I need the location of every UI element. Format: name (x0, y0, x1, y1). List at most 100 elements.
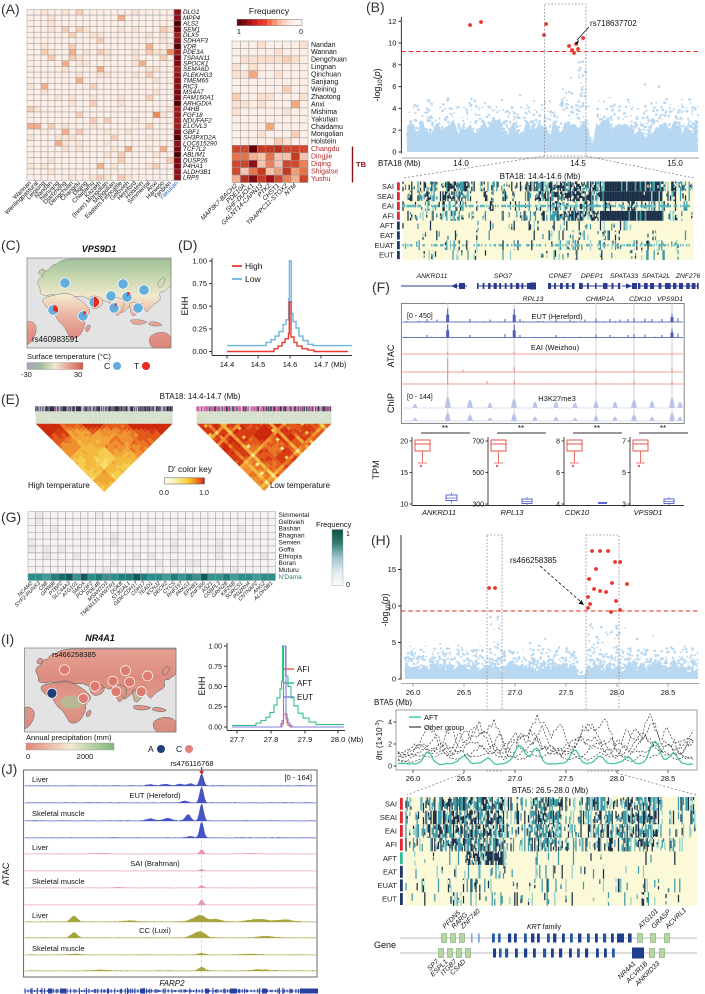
svg-text:High temperature: High temperature (28, 481, 90, 490)
svg-text:(J): (J) (1, 761, 17, 777)
svg-text:**: ** (518, 424, 524, 433)
svg-text:Qinchuan: Qinchuan (311, 72, 341, 79)
svg-text:TMEM65: TMEM65 (183, 78, 209, 85)
svg-text:Nandan: Nandan (311, 42, 336, 49)
svg-text:EUT (Hereford): EUT (Hereford) (531, 312, 583, 321)
svg-text:Frequency: Frequency (249, 6, 290, 16)
svg-text:AFT: AFT (383, 854, 398, 863)
svg-text:27.9: 27.9 (298, 735, 313, 744)
svg-text:12: 12 (388, 17, 396, 26)
svg-text:EUT: EUT (297, 693, 313, 702)
svg-text:0: 0 (346, 582, 350, 589)
svg-text:0.50: 0.50 (208, 684, 222, 691)
svg-text:ALDH3B1: ALDH3B1 (182, 169, 211, 176)
svg-text:1: 1 (237, 29, 241, 36)
svg-text:PDE3A: PDE3A (183, 49, 204, 56)
svg-text:1.00: 1.00 (192, 257, 207, 266)
svg-text:RIC3: RIC3 (183, 83, 198, 90)
svg-text:Annual precipitation (mm): Annual precipitation (mm) (26, 733, 112, 742)
svg-text:10: 10 (388, 602, 396, 611)
svg-text:26.0: 26.0 (406, 688, 421, 697)
svg-text:Other group: Other group (424, 723, 464, 732)
svg-text:0: 0 (299, 29, 303, 36)
svg-text:14.5: 14.5 (570, 159, 586, 168)
svg-text:Muturu: Muturu (279, 567, 300, 574)
svg-text:Skeletal muscle: Skeletal muscle (32, 877, 85, 886)
svg-text:Bhagnari: Bhagnari (279, 533, 305, 540)
svg-text:ABLIM1: ABLIM1 (182, 152, 205, 159)
svg-text:rs718637702: rs718637702 (590, 19, 637, 28)
svg-text:EUAT: EUAT (375, 241, 395, 250)
svg-text:N'Dama: N'Dama (279, 574, 303, 581)
svg-text:26.0: 26.0 (406, 774, 421, 783)
svg-text:Liver: Liver (32, 775, 49, 784)
svg-text:1.0: 1.0 (199, 490, 209, 497)
svg-text:**: ** (594, 424, 600, 433)
svg-text:C: C (176, 744, 182, 754)
svg-text:Low temperature: Low temperature (270, 481, 331, 490)
svg-text:KRT family: KRT family (527, 924, 562, 931)
svg-text:SEM1: SEM1 (183, 26, 200, 33)
svg-text:27.0: 27.0 (508, 688, 523, 697)
svg-text:14.4: 14.4 (220, 360, 235, 369)
svg-text:BTA18 (Mb): BTA18 (Mb) (378, 159, 421, 168)
svg-text:FARP2: FARP2 (159, 979, 185, 988)
svg-text:28.5: 28.5 (661, 774, 676, 783)
svg-text:Skeletal muscle: Skeletal muscle (32, 809, 85, 818)
svg-text:15: 15 (388, 565, 396, 574)
svg-text:BTA5: 26.5-28.0 (Mb): BTA5: 26.5-28.0 (Mb) (512, 786, 589, 795)
svg-text:28.0: 28.0 (610, 688, 625, 697)
svg-text:14.5: 14.5 (251, 360, 266, 369)
svg-text:0: 0 (26, 752, 30, 761)
svg-text:NR4A1: NR4A1 (85, 633, 115, 643)
svg-text:LRP5: LRP5 (183, 175, 199, 182)
svg-text:14.6: 14.6 (283, 360, 298, 369)
svg-text:(C): (C) (1, 237, 20, 253)
svg-text:**: ** (442, 424, 448, 433)
svg-text:300: 300 (472, 502, 484, 509)
svg-text:(F): (F) (372, 279, 390, 295)
svg-text:VPS9D1: VPS9D1 (82, 244, 117, 254)
svg-text:6: 6 (556, 470, 560, 477)
svg-text:0: 0 (392, 148, 396, 157)
svg-text:CC (Luxi): CC (Luxi) (139, 926, 171, 935)
svg-text:EAT: EAT (380, 231, 394, 240)
svg-text:Ethiopia: Ethiopia (279, 553, 303, 560)
svg-text:(I): (I) (1, 631, 14, 647)
svg-text:Anxi: Anxi (311, 101, 325, 108)
svg-text:Boran: Boran (279, 560, 297, 567)
svg-text:Mongolian: Mongolian (311, 131, 343, 138)
svg-text:TB: TB (356, 160, 367, 169)
svg-text:C8B: C8B (38, 580, 50, 592)
svg-text:ZNF276: ZNF276 (675, 273, 701, 280)
svg-text:BTA18: 14.4-14.7 (Mb): BTA18: 14.4-14.7 (Mb) (160, 392, 241, 401)
svg-text:SEAI: SEAI (377, 192, 394, 201)
svg-text:(Mb): (Mb) (331, 360, 347, 369)
svg-text:Diqing: Diqing (311, 161, 331, 168)
svg-text:GBF1: GBF1 (183, 129, 199, 136)
svg-text:BTA18: 14.4-14.6 (Mb): BTA18: 14.4-14.6 (Mb) (500, 172, 581, 181)
svg-text:EUT: EUT (379, 251, 394, 260)
svg-text:PLEKHG3: PLEKHG3 (183, 72, 213, 79)
svg-text:Lingnan: Lingnan (311, 64, 336, 71)
svg-text:Yakutian: Yakutian (311, 116, 338, 123)
svg-text:RPL13: RPL13 (523, 296, 544, 303)
svg-text:10: 10 (400, 502, 408, 509)
svg-text:4: 4 (388, 720, 392, 727)
svg-text:(H): (H) (371, 532, 390, 548)
svg-text:Skeletal muscle: Skeletal muscle (32, 944, 85, 953)
svg-text:700: 700 (472, 439, 484, 446)
svg-text:Liver: Liver (32, 911, 49, 920)
svg-text:8: 8 (556, 439, 560, 446)
svg-text:ANKRD11: ANKRD11 (421, 508, 456, 517)
svg-text:AFT: AFT (424, 713, 439, 722)
svg-text:SPG7: SPG7 (494, 273, 512, 280)
svg-text:FAM160A1: FAM160A1 (183, 95, 214, 102)
svg-text:0.50: 0.50 (192, 302, 207, 311)
svg-text:27.5: 27.5 (559, 688, 574, 697)
svg-text:C: C (104, 361, 110, 371)
svg-text:SAI: SAI (382, 182, 394, 191)
svg-text:0.00: 0.00 (192, 347, 207, 356)
svg-text:[0 - 144]: [0 - 144] (407, 394, 433, 401)
svg-text:Surface temperature (°C): Surface temperature (°C) (27, 352, 111, 361)
